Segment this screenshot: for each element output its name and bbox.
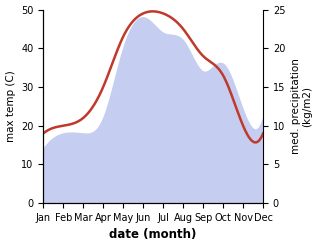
Y-axis label: max temp (C): max temp (C) xyxy=(5,70,16,142)
X-axis label: date (month): date (month) xyxy=(109,228,197,242)
Y-axis label: med. precipitation
(kg/m2): med. precipitation (kg/m2) xyxy=(291,59,313,154)
